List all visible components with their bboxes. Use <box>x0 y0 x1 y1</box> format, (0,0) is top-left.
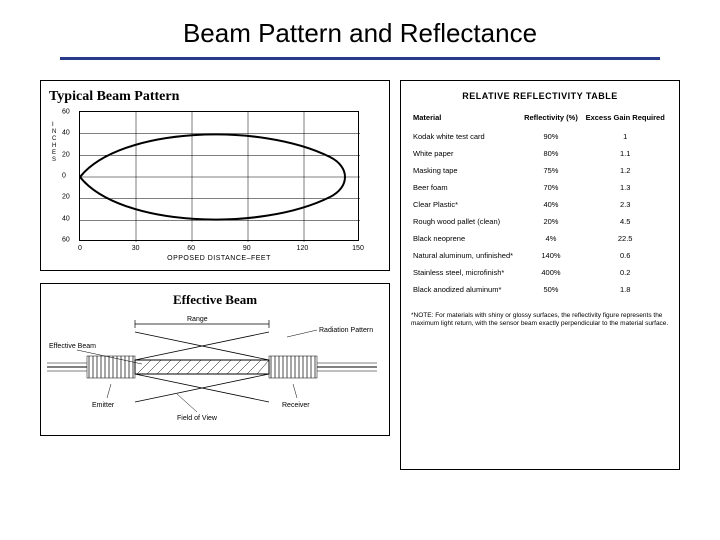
table-cell: 20% <box>521 213 582 230</box>
table-cell: Masking tape <box>411 162 521 179</box>
y-tick: 20 <box>62 151 70 158</box>
table-cell: 140% <box>521 247 582 264</box>
y-tick: 60 <box>62 109 70 116</box>
table-cell: 50% <box>521 281 582 298</box>
col-material: Material <box>411 111 521 128</box>
emitter-icon <box>87 356 135 378</box>
table-row: Clear Plastic*40%2.3 <box>411 196 669 213</box>
y-tick: 40 <box>62 130 70 137</box>
chart-grid <box>80 112 360 242</box>
emitter-label: Emitter <box>92 402 115 409</box>
table-cell: 40% <box>521 196 582 213</box>
table-cell: 75% <box>521 162 582 179</box>
table-cell: Clear Plastic* <box>411 196 521 213</box>
table-cell: 22.5 <box>581 230 669 247</box>
y-tick: 0 <box>62 173 66 180</box>
beam-chart: I N C H E S 60 40 20 0 20 40 60 0 30 60 <box>79 111 359 241</box>
table-cell: Rough wood pallet (clean) <box>411 213 521 230</box>
beam-pattern-panel: Typical Beam Pattern I N C H E S 60 40 2… <box>40 80 390 271</box>
beam-pattern-title: Typical Beam Pattern <box>49 89 381 105</box>
effective-beam-diagram: Range Radiation Pattern Effective Beam E… <box>47 312 377 422</box>
x-tick: 60 <box>187 245 195 252</box>
beam-chart-svg <box>80 112 360 242</box>
table-cell: Beer foam <box>411 179 521 196</box>
effective-beam-title: Effective Beam <box>47 292 383 308</box>
table-cell: 1.2 <box>581 162 669 179</box>
y-tick: 40 <box>62 215 70 222</box>
right-column: RELATIVE REFLECTIVITY TABLE Material Ref… <box>400 80 680 470</box>
y-axis-label: I N C H E S <box>52 122 56 164</box>
table-cell: 1.3 <box>581 179 669 196</box>
reflectivity-title: RELATIVE REFLECTIVITY TABLE <box>411 91 669 101</box>
fov-label: Field of View <box>177 415 218 422</box>
table-row: Kodak white test card90%1 <box>411 128 669 145</box>
table-cell: 1.8 <box>581 281 669 298</box>
x-tick: 120 <box>297 245 309 252</box>
table-cell: Black anodized aluminum* <box>411 281 521 298</box>
x-axis-caption: OPPOSED DISTANCE–FEET <box>79 255 359 262</box>
range-label: Range <box>187 316 208 323</box>
reflectivity-table: Material Reflectivity (%) Excess Gain Re… <box>411 111 669 298</box>
page-title: Beam Pattern and Reflectance <box>0 0 720 57</box>
table-row: Natural aluminum, unfinished*140%0.6 <box>411 247 669 264</box>
table-row: Black neoprene4%22.5 <box>411 230 669 247</box>
col-gain: Excess Gain Required <box>581 111 669 128</box>
table-row: Stainless steel, microfinish*400%0.2 <box>411 264 669 281</box>
table-cell: 80% <box>521 145 582 162</box>
table-cell: 0.6 <box>581 247 669 264</box>
x-tick: 150 <box>352 245 364 252</box>
table-row: Rough wood pallet (clean)20%4.5 <box>411 213 669 230</box>
table-cell: 0.2 <box>581 264 669 281</box>
table-cell: 4% <box>521 230 582 247</box>
table-cell: 1 <box>581 128 669 145</box>
table-cell: 4.5 <box>581 213 669 230</box>
table-cell: 70% <box>521 179 582 196</box>
table-cell: Stainless steel, microfinish* <box>411 264 521 281</box>
table-row: White paper80%1.1 <box>411 145 669 162</box>
table-cell: 1.1 <box>581 145 669 162</box>
effective-beam-panel: Effective Beam <box>40 283 390 436</box>
table-cell: 90% <box>521 128 582 145</box>
table-cell: 2.3 <box>581 196 669 213</box>
table-row: Beer foam70%1.3 <box>411 179 669 196</box>
table-cell: 400% <box>521 264 582 281</box>
table-row: Masking tape75%1.2 <box>411 162 669 179</box>
receiver-icon <box>269 356 317 378</box>
reflectivity-footnote: *NOTE: For materials with shiny or gloss… <box>411 312 669 329</box>
receiver-label: Receiver <box>282 402 310 409</box>
reflectivity-panel: RELATIVE REFLECTIVITY TABLE Material Ref… <box>400 80 680 470</box>
col-reflectivity: Reflectivity (%) <box>521 111 582 128</box>
x-tick: 90 <box>243 245 251 252</box>
effective-label: Effective Beam <box>49 343 96 350</box>
y-tick: 60 <box>62 237 70 244</box>
table-cell: White paper <box>411 145 521 162</box>
table-header-row: Material Reflectivity (%) Excess Gain Re… <box>411 111 669 128</box>
content-area: Typical Beam Pattern I N C H E S 60 40 2… <box>0 80 720 470</box>
left-column: Typical Beam Pattern I N C H E S 60 40 2… <box>40 80 390 470</box>
x-tick: 30 <box>132 245 140 252</box>
radiation-label: Radiation Pattern <box>319 327 373 334</box>
y-tick: 20 <box>62 194 70 201</box>
x-tick: 0 <box>78 245 82 252</box>
table-cell: Kodak white test card <box>411 128 521 145</box>
table-row: Black anodized aluminum*50%1.8 <box>411 281 669 298</box>
table-cell: Black neoprene <box>411 230 521 247</box>
title-underline <box>60 57 660 60</box>
table-cell: Natural aluminum, unfinished* <box>411 247 521 264</box>
